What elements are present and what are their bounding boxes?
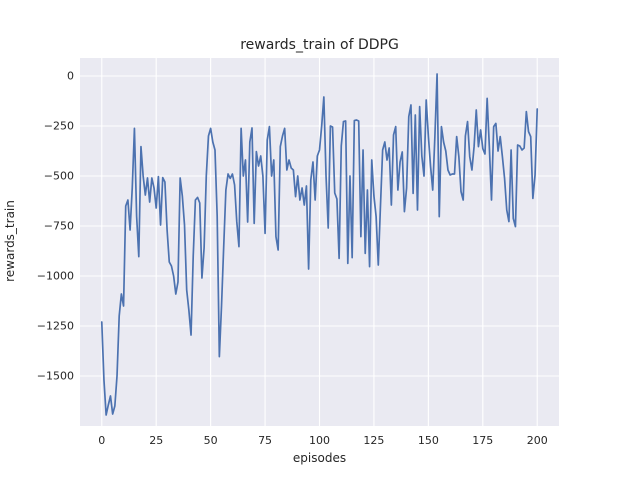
x-axis-label: episodes [292,451,347,465]
x-tick-label: 75 [258,434,273,447]
plot-area [80,58,559,426]
y-tick-label: −500 [43,169,74,183]
y-tick-label: −750 [43,219,74,233]
x-tick-label: 200 [526,434,548,447]
x-tick-label: 150 [417,434,439,447]
y-tick-label: −1250 [36,319,74,333]
x-tick-label: 175 [472,434,494,447]
chart-title: rewards_train of DDPG [240,37,399,53]
chart-canvas [80,58,559,426]
y-tick-label: −1000 [36,269,74,283]
line-series [100,73,539,416]
y-tick-label: −250 [43,119,74,133]
y-tick-label: −1500 [36,369,74,383]
x-tick-label: 0 [98,434,106,447]
y-tick-label: 0 [67,69,74,83]
x-tick-label: 50 [203,434,218,447]
x-tick-label: 125 [363,434,385,447]
x-tick-label: 25 [149,434,164,447]
x-tick-label: 100 [309,434,330,447]
grid-lines [80,58,559,426]
